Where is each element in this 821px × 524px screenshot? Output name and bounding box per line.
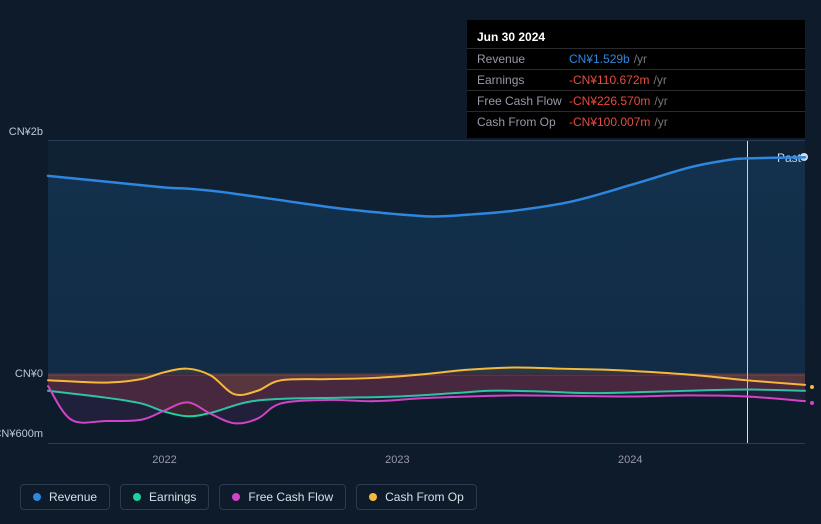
legend-item-revenue[interactable]: Revenue	[20, 484, 110, 510]
tooltip-value: -CN¥226.570m	[569, 94, 650, 108]
x-tick-label: 2022	[152, 454, 176, 466]
tooltip-label: Earnings	[477, 73, 569, 87]
y-tick-label: CN¥2b	[9, 126, 43, 138]
plot-area[interactable]: Past	[48, 140, 805, 444]
tooltip-row-fcf: Free Cash Flow -CN¥226.570m /yr	[467, 90, 805, 111]
tooltip-value: -CN¥110.672m	[569, 73, 649, 87]
legend-label: Cash From Op	[385, 490, 464, 504]
tooltip-unit: /yr	[634, 52, 647, 66]
y-tick-label: -CN¥600m	[0, 428, 43, 440]
chart-area[interactable]: CN¥2b CN¥0 -CN¥600m Past 2022 2023 2024	[16, 122, 805, 444]
legend-item-cfo[interactable]: Cash From Op	[356, 484, 477, 510]
legend-label: Earnings	[149, 490, 196, 504]
chart-tooltip: Jun 30 2024 Revenue CN¥1.529b /yr Earnin…	[467, 20, 805, 138]
series-end-dot	[808, 399, 816, 407]
legend-swatch	[133, 493, 141, 501]
tooltip-row-earnings: Earnings -CN¥110.672m /yr	[467, 69, 805, 90]
tooltip-label: Revenue	[477, 52, 569, 66]
legend-label: Free Cash Flow	[248, 490, 333, 504]
tooltip-date: Jun 30 2024	[467, 26, 805, 48]
tooltip-unit: /yr	[653, 73, 666, 87]
tooltip-unit: /yr	[654, 94, 667, 108]
legend-item-earnings[interactable]: Earnings	[120, 484, 209, 510]
x-tick-label: 2023	[385, 454, 409, 466]
x-tick-label: 2024	[618, 454, 642, 466]
financials-chart-container: Jun 30 2024 Revenue CN¥1.529b /yr Earnin…	[0, 0, 821, 524]
series-end-dot	[808, 383, 816, 391]
y-tick-label: CN¥0	[15, 368, 43, 380]
chart-svg	[48, 141, 805, 443]
tooltip-value: CN¥1.529b	[569, 52, 630, 66]
legend-swatch	[33, 493, 41, 501]
legend-swatch	[369, 493, 377, 501]
legend-label: Revenue	[49, 490, 97, 504]
tooltip-label: Free Cash Flow	[477, 94, 569, 108]
chart-legend: Revenue Earnings Free Cash Flow Cash Fro…	[20, 484, 477, 510]
legend-item-fcf[interactable]: Free Cash Flow	[219, 484, 346, 510]
tooltip-row-revenue: Revenue CN¥1.529b /yr	[467, 48, 805, 69]
legend-swatch	[232, 493, 240, 501]
